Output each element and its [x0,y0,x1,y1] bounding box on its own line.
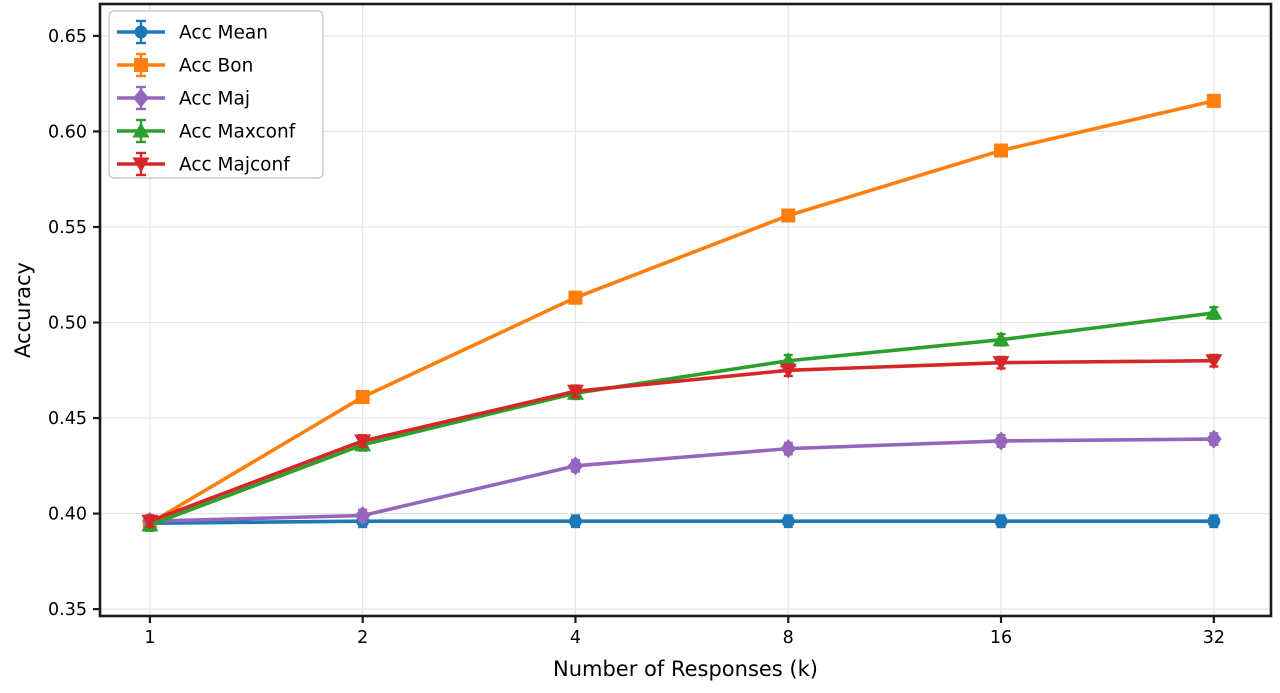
series-line [148,358,1216,524]
y-axis-label: Accuracy [11,262,35,358]
legend-item [117,52,165,78]
data-point-marker [1205,354,1223,370]
legend-label: Acc Bon [179,56,253,77]
data-point-marker [568,290,583,305]
series-line [148,99,1216,525]
tick-marks [93,34,1215,623]
data-point-marker [568,514,582,528]
data-point-marker [781,208,796,223]
legend-item [117,118,165,144]
data-point-marker [132,157,150,173]
x-tick-label: 16 [990,628,1012,648]
y-tick-label: 0.45 [48,409,87,429]
data-point-marker [1206,93,1221,108]
data-point-marker [1205,429,1222,449]
legend-box [108,10,324,179]
legend-item [117,151,165,177]
data-point-marker [354,434,372,450]
x-tick-label: 2 [357,628,368,648]
y-tick-label: 0.60 [48,122,87,142]
data-point-marker [992,331,1010,347]
data-point-marker [780,439,797,459]
data-point-marker [994,514,1008,528]
data-point-marker [992,356,1010,372]
legend-item [117,85,165,111]
data-point-marker [781,514,795,528]
x-tick-label: 4 [570,628,581,648]
plot-border [98,2,1273,618]
data-point-marker [779,363,797,379]
legend-label: Acc Majconf [179,155,290,176]
y-tick-label: 0.35 [48,600,87,620]
data-point-marker [355,390,370,405]
y-tick-label: 0.50 [48,314,87,334]
y-tick-label: 0.55 [48,218,87,238]
series-acc-maj [141,429,1222,531]
x-tick-label: 32 [1203,628,1225,648]
y-tick-label: 0.40 [48,505,87,525]
legend-label: Acc Maxconf [179,122,296,143]
series-line [148,311,1216,527]
data-point-marker [354,505,371,525]
legend-item [117,19,165,45]
x-tick-label: 1 [144,628,155,648]
data-point-marker [994,143,1009,158]
data-point-marker [566,384,584,400]
series-line [148,437,1216,524]
data-point-marker [1205,304,1223,320]
data-point-marker [133,88,149,108]
data-point-marker [141,514,159,530]
x-axis-label: Number of Responses (k) [553,657,818,681]
series-line [148,519,1216,525]
data-point-marker [1207,514,1221,528]
x-tick-label: 8 [783,628,794,648]
data-point-marker [134,58,148,72]
series-acc-majconf [141,353,1223,530]
legend-label: Acc Mean [179,23,268,44]
data-point-marker [993,431,1010,451]
legend [108,10,324,179]
y-tick-label: 0.65 [48,27,87,47]
data-point-marker [567,456,584,476]
data-point-marker [132,122,150,138]
data-point-marker [134,25,148,39]
legend-label: Acc Maj [179,89,250,110]
